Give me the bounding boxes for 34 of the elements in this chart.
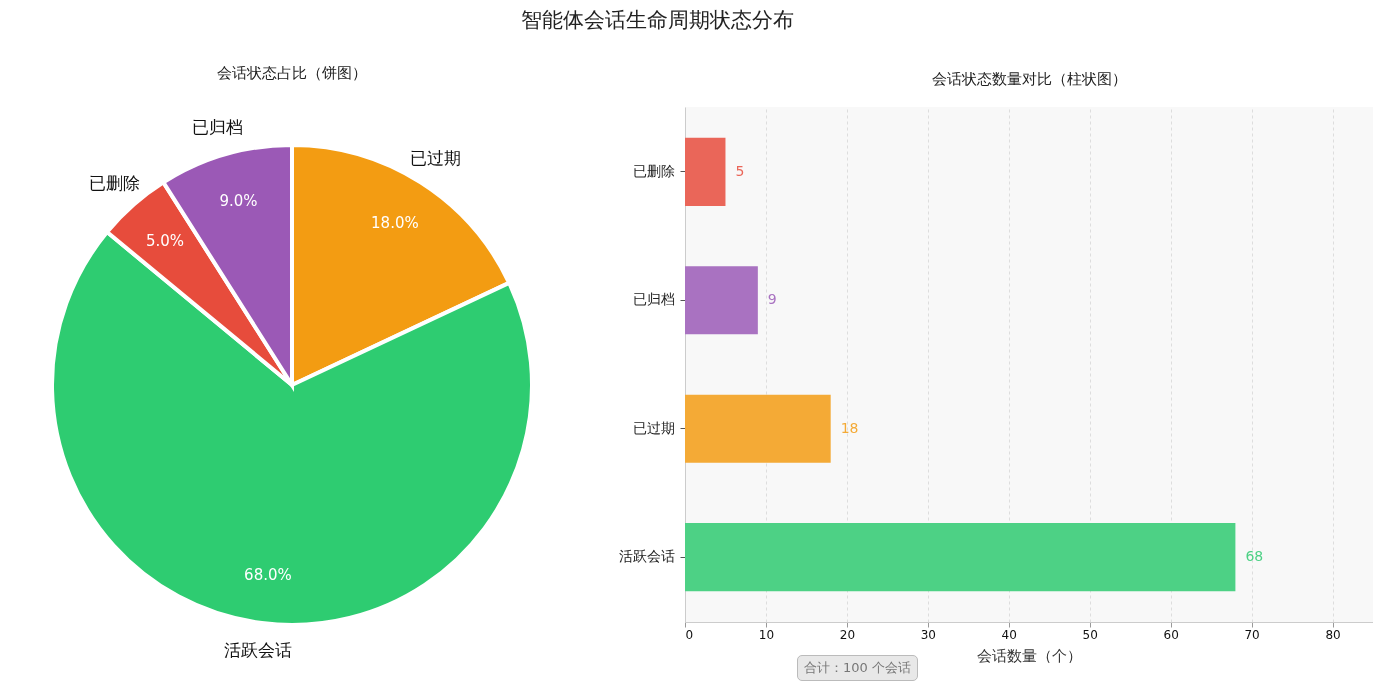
data-label: 68 [1245,548,1264,565]
bar [685,523,1236,592]
x-tick-label: 50 [1082,627,1098,642]
x-axis-title: 会话数量（个） [977,646,1082,665]
text: 合计：100 个会话 [797,655,918,681]
x-tick-label: 10 [758,627,775,642]
data-label: 68.0% [244,566,292,585]
data-label: 5 [735,162,745,179]
y-tick-label: 已过期 [632,419,675,436]
slice-label: 已删除 [89,172,141,193]
data-label: 18 [840,419,859,436]
x-tick-label: 0 [685,627,694,642]
bar [685,266,758,335]
slice-label: 已归档 [191,116,243,137]
chart-title: 会话状态数量对比（柱状图） [931,70,1127,88]
slice-label: 活跃会话 [224,639,293,660]
x-tick-label: 80 [1325,627,1341,642]
text: 智能体会话生命周期状态分布 [519,7,795,34]
x-tick-label: 70 [1244,627,1260,642]
bar [685,394,831,463]
slice-label: 已过期 [410,147,462,168]
x-tick-label: 60 [1163,627,1179,642]
y-tick-label: 活跃会话 [618,548,675,565]
y-tick-label: 已归档 [632,291,675,308]
data-label: 9 [767,291,777,308]
data-label: 18.0% [371,213,419,232]
chart-title: 会话状态占比（饼图） [217,64,367,82]
x-tick-label: 30 [920,627,936,642]
y-tick-label: 已删除 [632,162,675,179]
x-tick-label: 40 [1001,627,1017,642]
x-tick-label: 20 [839,627,856,642]
bar [685,137,726,206]
data-label: 5.0% [145,231,185,250]
data-label: 9.0% [219,191,258,210]
